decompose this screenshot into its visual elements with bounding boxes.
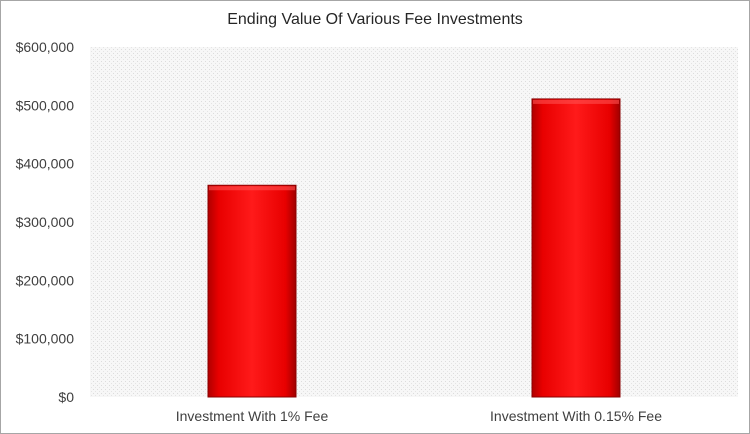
- y-tick-label: $0: [58, 389, 74, 405]
- x-tick-label: Investment With 1% Fee: [176, 408, 329, 424]
- bar-highlight: [209, 186, 295, 191]
- y-tick-label: $500,000: [16, 97, 75, 113]
- bar: [207, 184, 297, 398]
- y-tick-label: $100,000: [16, 331, 75, 347]
- y-tick-label: $200,000: [16, 272, 75, 288]
- plot-area: [90, 47, 738, 397]
- y-tick-label: $400,000: [16, 156, 75, 172]
- bar-highlight: [533, 99, 619, 104]
- y-tick-label: $600,000: [16, 39, 75, 55]
- x-tick-label: Investment With 0.15% Fee: [490, 408, 662, 424]
- bar: [531, 98, 621, 398]
- y-tick-label: $300,000: [16, 214, 75, 230]
- chart-title: Ending Value Of Various Fee Investments: [227, 11, 523, 28]
